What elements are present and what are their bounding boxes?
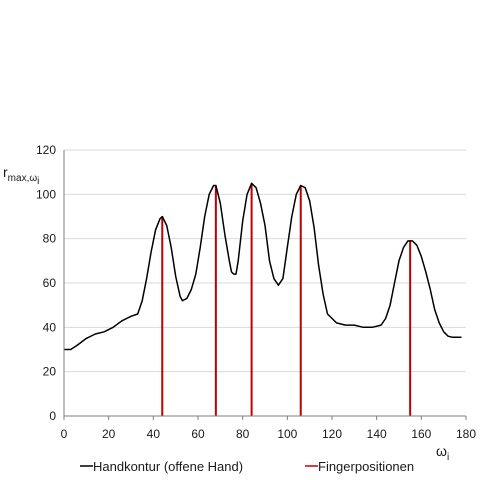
legend: Handkontur (offene Hand) Fingerpositione…	[80, 459, 414, 474]
x-tick-label: 180	[456, 427, 476, 441]
y-tick-label: 100	[36, 187, 56, 201]
y-axis-title: rmax,ωi	[3, 164, 39, 187]
y-tick-label: 0	[49, 409, 56, 423]
x-tick-label: 120	[322, 427, 342, 441]
hand-contour-line	[64, 182, 462, 351]
axes	[63, 150, 467, 420]
y-tick-label: 80	[43, 232, 57, 246]
x-tick-label: 80	[236, 427, 250, 441]
x-tick-label: 20	[102, 427, 116, 441]
series-layer	[64, 182, 462, 416]
y-tick-label: 60	[43, 276, 57, 290]
x-tick-label: 140	[367, 427, 387, 441]
x-axis-title: ωi	[436, 443, 449, 463]
x-tick-label: 60	[191, 427, 205, 441]
legend-label-fingers: Fingerpositionen	[318, 459, 414, 474]
tick-labels: 0 20 40 60 80 100 120 0 20 40 60 80 100 120 140 160 180	[36, 143, 476, 441]
x-tick-label: 160	[411, 427, 431, 441]
y-tick-label: 40	[43, 320, 57, 334]
gridlines	[64, 149, 466, 373]
x-tick-label: 0	[61, 427, 68, 441]
y-tick-label: 20	[43, 365, 57, 379]
legend-label-contour: Handkontur (offene Hand)	[93, 459, 243, 474]
y-tick-label: 120	[36, 143, 56, 157]
x-tick-label: 40	[147, 427, 161, 441]
x-tick-label: 100	[277, 427, 297, 441]
